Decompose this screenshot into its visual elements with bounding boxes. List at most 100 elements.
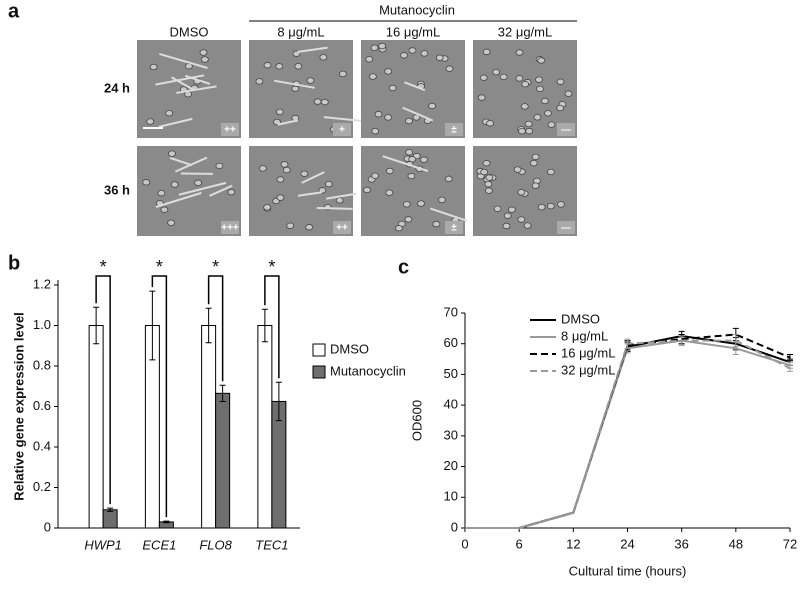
score: — <box>561 125 571 136</box>
x-tick-label: FLO8 <box>199 537 232 552</box>
cell <box>395 225 402 231</box>
cell <box>371 45 378 51</box>
y-tick-label: 1.0 <box>33 317 51 332</box>
score: ± <box>451 223 457 234</box>
bar <box>202 326 216 529</box>
bar <box>89 326 103 529</box>
cell <box>526 128 533 134</box>
x-tick-label: 12 <box>566 536 580 551</box>
cell <box>541 98 548 104</box>
y-axis-label: OD600 <box>409 400 424 441</box>
cell <box>228 189 235 195</box>
panel-label: c <box>398 256 409 278</box>
cell <box>446 66 453 72</box>
cell <box>287 223 294 229</box>
cell <box>504 213 511 219</box>
cell <box>200 50 207 56</box>
cell <box>545 110 552 116</box>
y-tick-label: 10 <box>444 489 458 504</box>
y-tick-label: 0 <box>451 519 458 534</box>
column-label: 8 μg/mL <box>277 24 324 39</box>
cell <box>369 74 376 80</box>
cell <box>538 204 545 210</box>
panel-label: b <box>8 252 20 274</box>
legend-label: DMSO <box>561 311 600 326</box>
cell <box>403 202 410 208</box>
column-label: DMSO <box>170 24 209 39</box>
score: + <box>339 125 345 136</box>
cell <box>485 181 492 187</box>
cell <box>295 63 302 69</box>
panel-label: a <box>8 0 20 22</box>
cell <box>536 77 543 83</box>
cell <box>171 182 178 188</box>
cell <box>508 207 515 213</box>
score: — <box>561 223 571 234</box>
line <box>465 341 790 528</box>
x-tick-label: ECE1 <box>142 537 176 552</box>
cell <box>301 171 308 177</box>
cell <box>565 91 572 97</box>
cell <box>409 156 416 162</box>
cell <box>547 169 554 175</box>
cell <box>320 55 327 61</box>
x-tick-label: TEC1 <box>255 537 288 552</box>
cell <box>405 118 412 124</box>
cell <box>147 119 154 125</box>
cell <box>158 190 165 196</box>
cell <box>405 217 412 223</box>
cell <box>216 163 223 169</box>
cell <box>429 103 436 109</box>
legend-swatch <box>313 366 325 378</box>
cell <box>306 224 313 230</box>
cell <box>364 187 371 193</box>
cell <box>524 223 531 229</box>
line <box>465 341 790 528</box>
group-label: Mutanocyclin <box>379 2 455 17</box>
cell <box>161 207 168 213</box>
y-tick-label: 30 <box>444 427 458 442</box>
cell <box>487 121 494 127</box>
x-tick-label: 0 <box>461 536 468 551</box>
cell <box>486 175 493 181</box>
cell <box>548 122 555 128</box>
legend-label: 16 μg/mL <box>561 345 615 360</box>
cell <box>532 183 539 189</box>
cell <box>336 198 343 204</box>
cell <box>366 56 373 62</box>
cell <box>436 55 443 61</box>
legend-label: Mutanocyclin <box>330 363 406 378</box>
cell <box>433 221 440 227</box>
score: ++ <box>336 223 348 234</box>
cell <box>503 223 510 229</box>
cell <box>522 81 529 87</box>
cell <box>500 74 507 80</box>
cell <box>421 157 428 163</box>
row-label: 36 h <box>104 182 130 197</box>
legend-label: 8 μg/mL <box>561 328 608 343</box>
cell <box>532 154 539 160</box>
bar <box>216 393 230 528</box>
cell <box>547 203 554 209</box>
hypha <box>317 208 353 209</box>
x-tick-label: 6 <box>516 536 523 551</box>
cell <box>493 69 500 75</box>
cell <box>557 79 564 85</box>
x-tick-label: 48 <box>729 536 743 551</box>
cell <box>201 57 208 63</box>
cell <box>518 217 525 223</box>
line <box>465 336 790 528</box>
cell <box>166 110 173 116</box>
y-tick-label: 20 <box>444 458 458 473</box>
cell <box>557 105 564 111</box>
legend-swatch <box>313 344 325 356</box>
y-tick-label: 1.2 <box>33 276 51 291</box>
cell <box>494 206 501 212</box>
y-tick-label: 70 <box>444 304 458 319</box>
y-tick-label: 0.6 <box>33 398 51 413</box>
y-tick-label: 60 <box>444 335 458 350</box>
cell <box>339 71 346 77</box>
cell <box>485 188 492 194</box>
cell <box>480 75 487 81</box>
column-label: 32 μg/mL <box>498 24 552 39</box>
